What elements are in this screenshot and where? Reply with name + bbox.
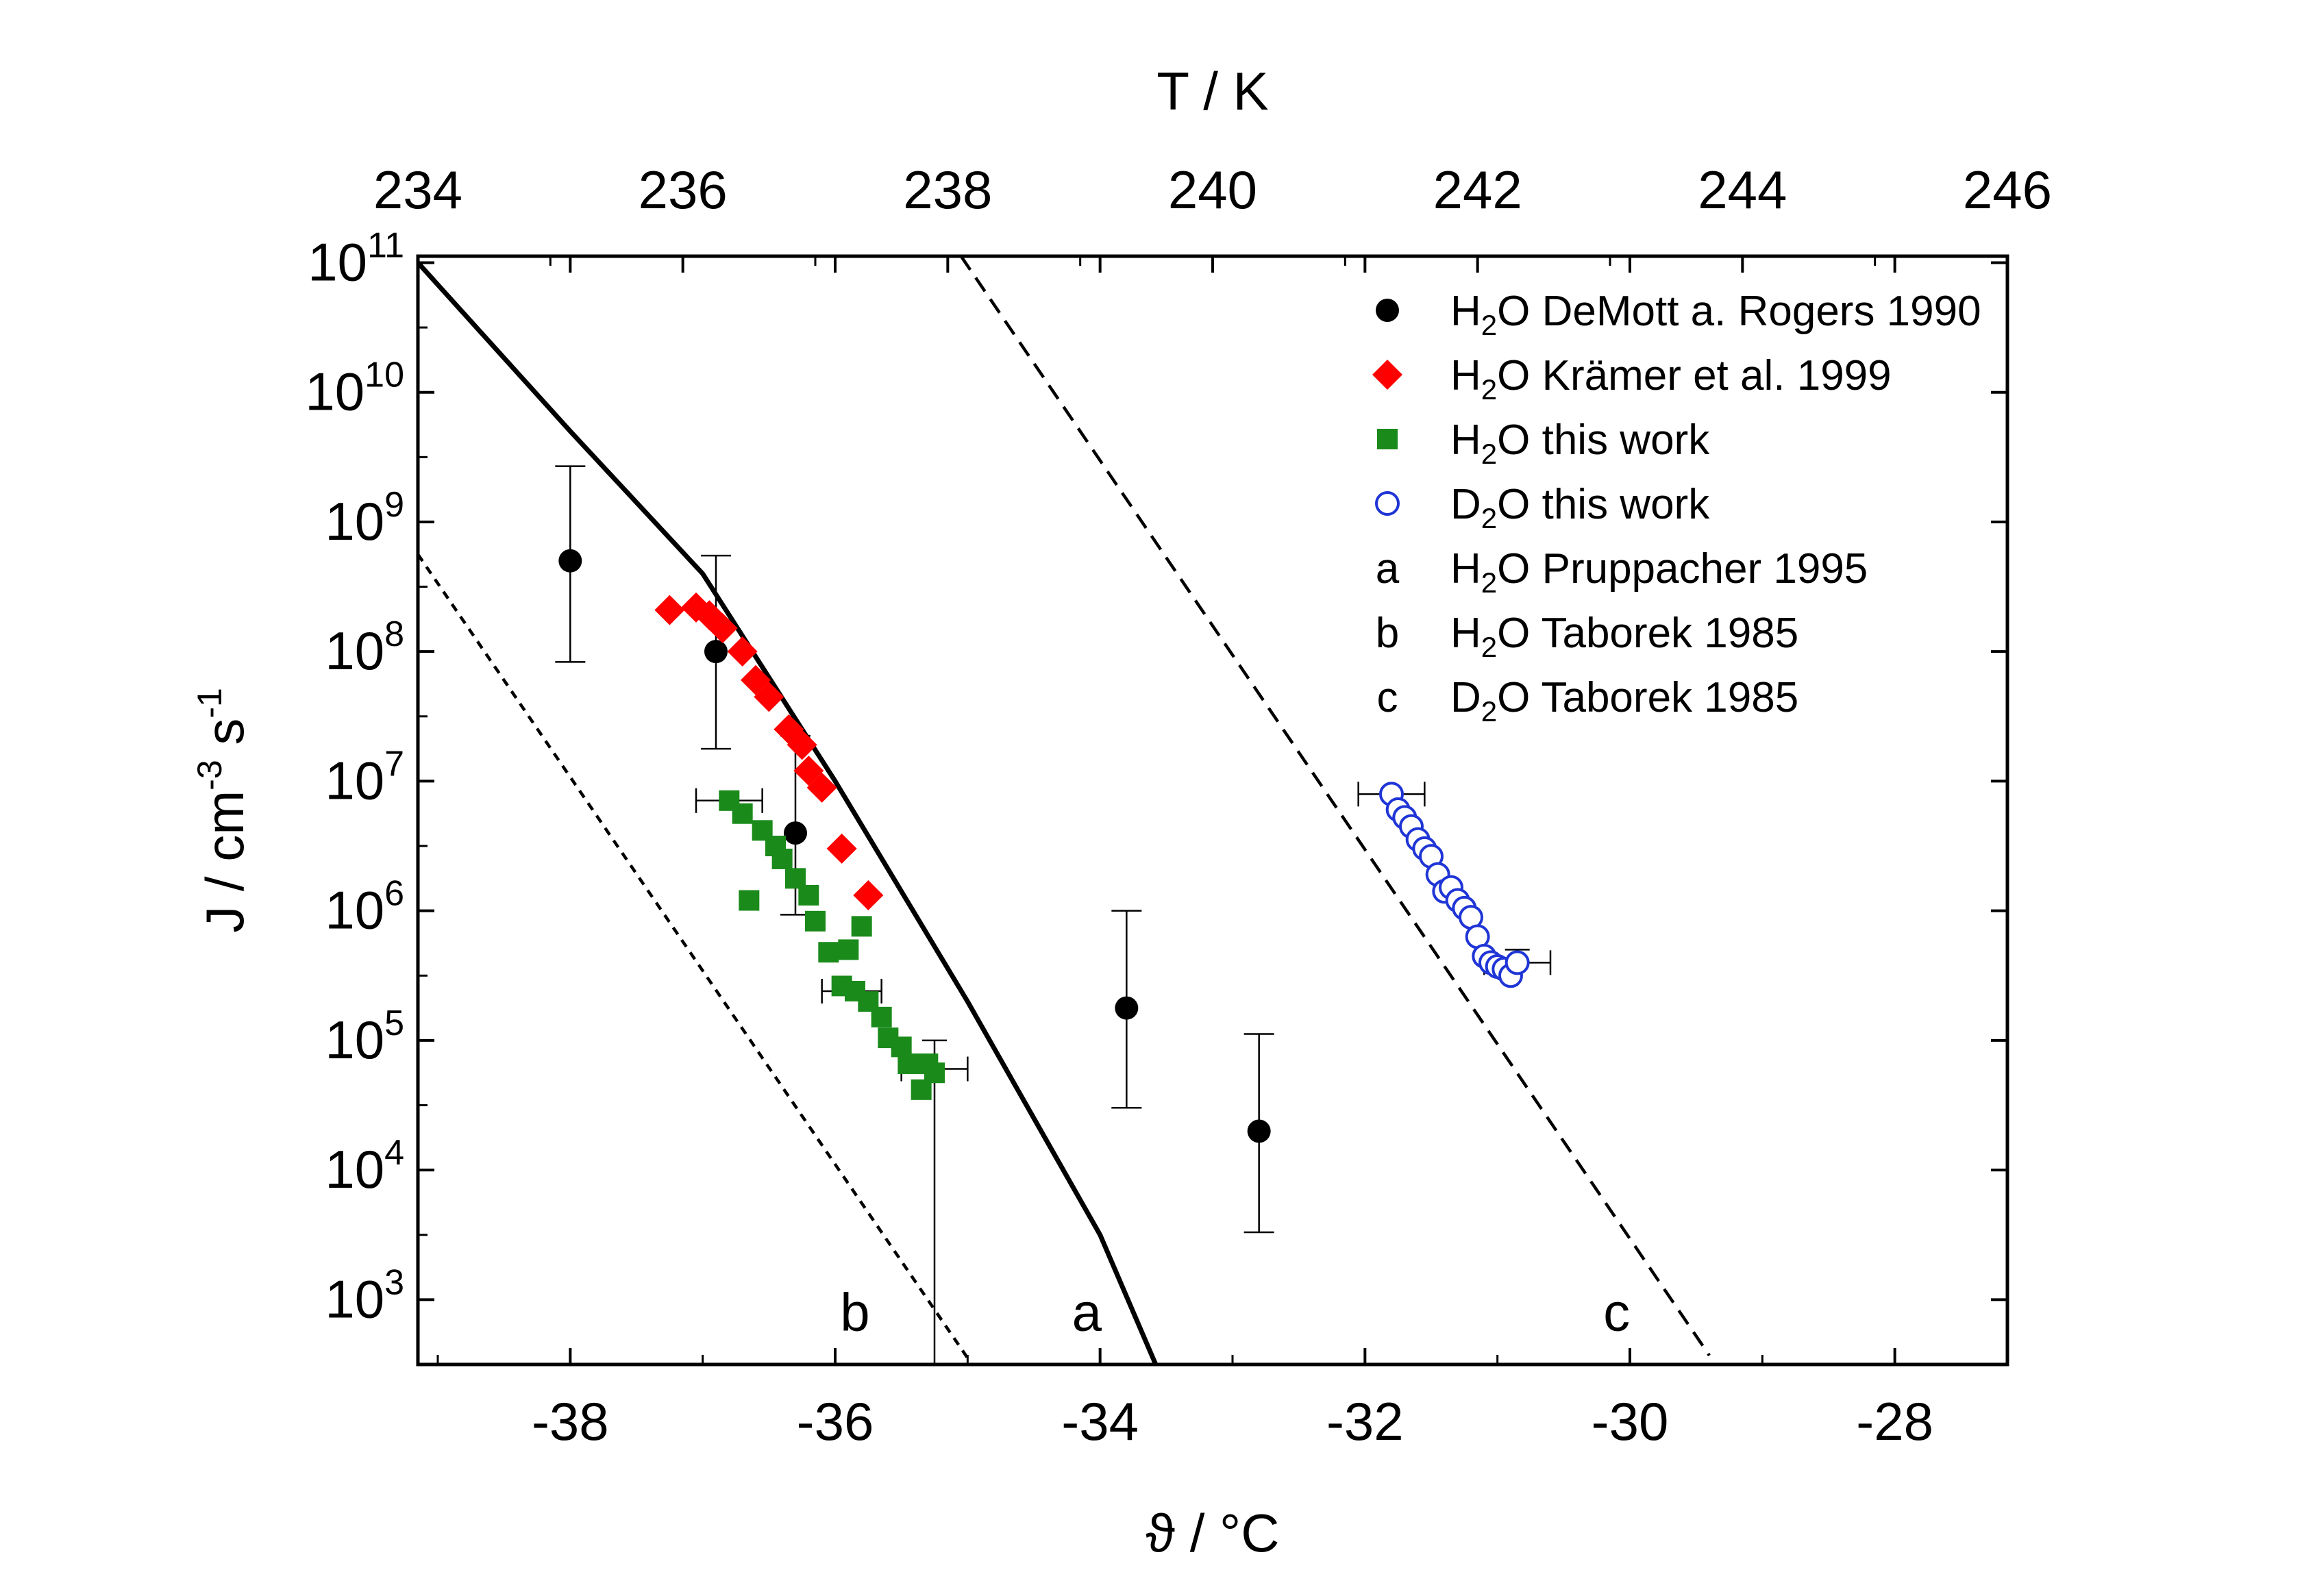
top-axis-title: T / K (1156, 61, 1268, 121)
legend-marker (1376, 299, 1399, 322)
data-markers (558, 549, 1530, 1143)
legend-marker (1375, 491, 1400, 516)
h2o-this-work-point (838, 939, 859, 960)
legend-marker (1372, 360, 1402, 390)
demott-point (784, 821, 807, 845)
kraemer-point (787, 730, 817, 760)
h2o-this-work-point (739, 890, 760, 911)
legend: H2O DeMott a. Rogers 1990 H2O Krämer et a… (1372, 288, 1981, 727)
top-tick-label: 238 (903, 160, 992, 220)
demott-point (704, 640, 728, 664)
y-tick-label: 106 (325, 874, 404, 940)
h2o-this-work-point (771, 848, 793, 869)
y-label-base: J / cm (195, 790, 255, 933)
legend-symbol-a: a (1376, 545, 1400, 593)
x-tick-label: -32 (1326, 1391, 1404, 1451)
y-tick-label: 104 (325, 1133, 404, 1199)
curve-label-b: b (840, 1282, 869, 1342)
curve-label-a: a (1072, 1282, 1102, 1342)
x-tick-label: -30 (1592, 1391, 1669, 1451)
top-tick-label: 236 (639, 160, 728, 220)
h2o-this-work-point (732, 803, 753, 824)
y-tick-label: 105 (325, 1003, 404, 1070)
h2o-this-work-point (798, 884, 819, 906)
left-axis-ticks: 103 104 105 106 107 108 109 1010 1011 (305, 225, 2007, 1366)
kraemer-point (707, 613, 738, 644)
curve-b (418, 553, 969, 1359)
demott-point (558, 549, 582, 573)
model-curves (418, 256, 1711, 1364)
y-tick-label: 107 (325, 744, 404, 810)
legend-label: D2O this work (1450, 481, 1710, 534)
x-tick-label: -36 (797, 1391, 874, 1451)
plot-frame (416, 254, 2009, 1367)
h2o-this-work-point (898, 1053, 919, 1074)
legend-label: H2O Taborek 1985 (1450, 610, 1798, 663)
top-tick-label: 244 (1698, 160, 1787, 220)
curve-label-c: c (1603, 1282, 1630, 1342)
h2o-this-work-point (818, 942, 839, 963)
top-tick-label: 240 (1168, 160, 1257, 220)
kraemer-point (826, 833, 857, 864)
h2o-this-work-point (871, 1006, 892, 1027)
y-label-mid: s (195, 719, 255, 760)
kraemer-point (654, 595, 685, 625)
y-tick-label: 103 (325, 1262, 404, 1329)
top-tick-label: 242 (1433, 160, 1522, 220)
kraemer-point (853, 880, 884, 910)
x-tick-label: -28 (1856, 1391, 1933, 1451)
kraemer-point (806, 772, 837, 803)
bottom-axis-ticks: -38 -36 -34 -32 -30 -28 (436, 256, 1933, 1451)
top-axis-ticks: 234 236 238 240 242 244 246 (373, 160, 2052, 273)
d2o-this-work-point (1505, 950, 1530, 975)
top-tick-label: 234 (373, 160, 462, 220)
x-tick-label: -38 (532, 1391, 609, 1451)
kraemer-point (754, 682, 784, 712)
x-tick-label: -34 (1061, 1391, 1139, 1451)
legend-label: H2O this work (1450, 416, 1710, 470)
y-tick-label: 108 (325, 614, 404, 681)
h2o-this-work-point (924, 1062, 945, 1084)
curve-a (418, 261, 1159, 1364)
h2o-this-work-point (805, 910, 826, 932)
legend-marker (1377, 429, 1398, 449)
demott-point (1247, 1119, 1271, 1143)
left-axis-title: J / cm-3 s-1 (190, 688, 255, 933)
y-label-exp1: -3 (190, 760, 229, 790)
kraemer-point (727, 636, 758, 667)
y-tick-label: 1010 (305, 356, 404, 422)
legend-label: H2O DeMott a. Rogers 1990 (1450, 288, 1981, 341)
legend-symbol-c: c (1377, 674, 1398, 721)
h2o-this-work-point (851, 916, 872, 937)
legend-label: H2O Pruppacher 1995 (1450, 545, 1868, 599)
legend-symbol-b: b (1376, 610, 1399, 657)
curve-c (959, 256, 1711, 1357)
legend-label: H2O Krämer et al. 1999 (1450, 352, 1892, 406)
y-label-exp2: -1 (190, 688, 229, 718)
legend-label: D2O Taborek 1985 (1450, 674, 1798, 727)
demott-point (1115, 996, 1139, 1020)
top-tick-label: 246 (1963, 160, 2052, 220)
bottom-axis-title: ϑ / °C (1146, 1503, 1279, 1563)
y-tick-label: 109 (325, 485, 404, 551)
y-tick-label: 1011 (308, 225, 404, 292)
